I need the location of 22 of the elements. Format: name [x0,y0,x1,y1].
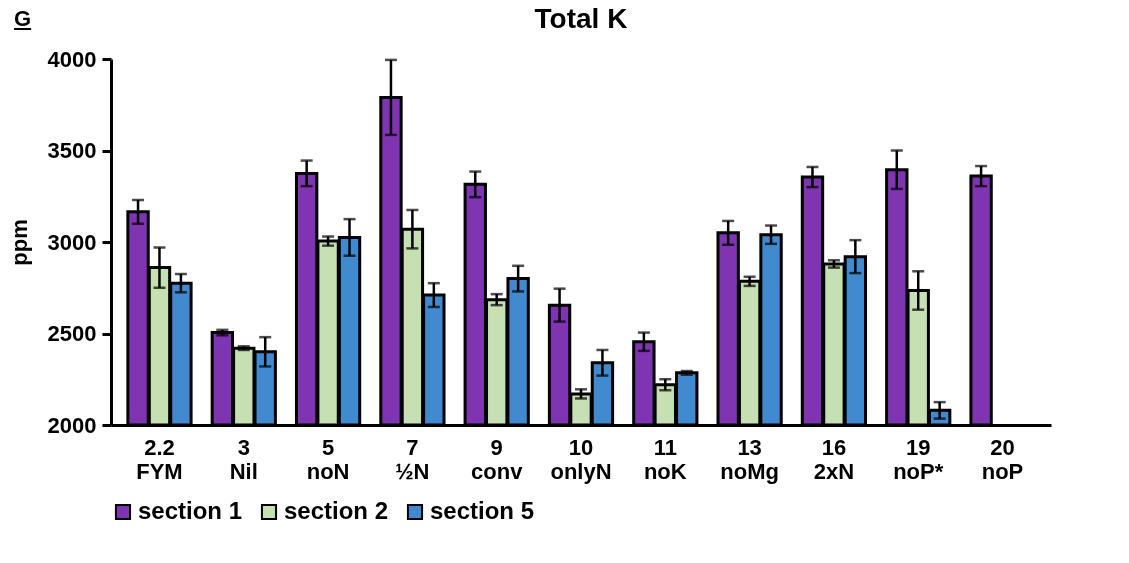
x-tick-label: 16 2xN [813,434,855,484]
x-tick-label: 20 noP [981,434,1024,484]
x-tick-label: 11 noK [643,434,687,484]
x-tick-label: 19 noP* [893,434,944,484]
x-tick-label: 9 conv [471,434,524,484]
y-tick-label: 2500 [47,321,97,346]
y-axis-title: ppm [6,219,32,266]
chart-title: Total K [534,3,628,34]
legend-label: section 2 [284,497,389,524]
x-tick-label: 3 Nil [229,434,258,484]
y-tick-label: 4000 [47,46,97,72]
legend-label: section 5 [430,497,535,524]
x-tick-label: 5 noN [306,434,350,484]
x-tick-label: 2.2 FYM [136,434,183,484]
y-tick-label: 3000 [47,229,97,255]
y-tick-label: 3500 [47,138,97,163]
x-tick-label: 13 noMg [720,434,779,484]
y-tick-label: 2000 [47,412,97,438]
x-tick-label: 10 onlyN [550,434,612,484]
text: G [14,6,32,32]
x-tick-label: 7 ½N [395,434,430,484]
legend-label: section 1 [138,497,243,524]
